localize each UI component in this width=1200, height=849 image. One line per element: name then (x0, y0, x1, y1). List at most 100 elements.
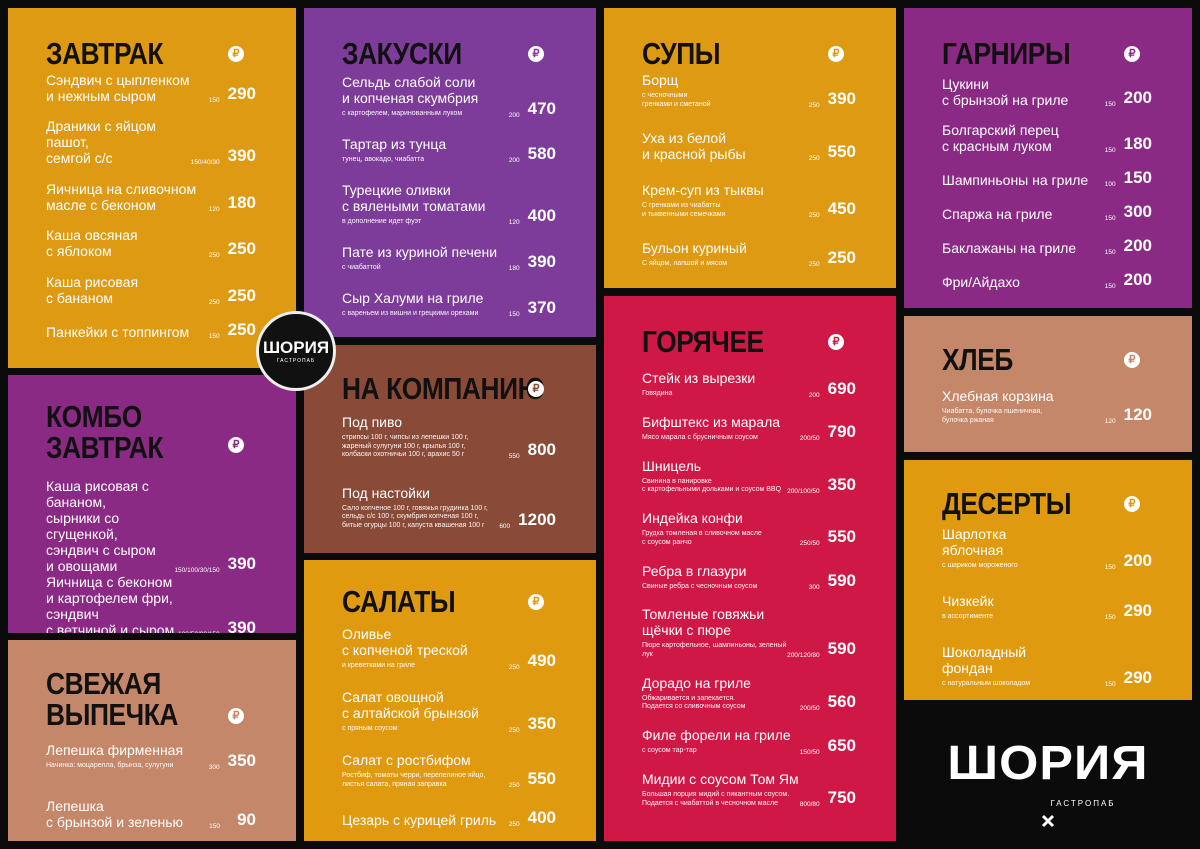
item-text: Драники с яйцом пашот, семгой с/с (46, 118, 191, 166)
item-name: Филе форели на гриле (642, 727, 791, 744)
item-text: Оливье с копченой треской и креветками на… (342, 626, 509, 671)
menu-item: Борщ с чесночными гренками и сметаной 250 3… (642, 72, 856, 109)
menu-item: Под настойки Сало копченое 100 г, говяжья… (342, 485, 556, 531)
item-price: 180 (1123, 134, 1152, 153)
item-list: Каша рисовая с бананом, сырники со сгуще… (46, 478, 256, 633)
item-price: 750 (827, 788, 856, 807)
item-name: Цезарь с курицей гриль (342, 811, 497, 828)
currency-badge: ₽ (828, 334, 844, 350)
item-weight: 180/50/80/150 (178, 631, 220, 633)
item-text: Баклажаны на гриле (942, 240, 1105, 256)
item-text: Яичница на сливочном масле с беконом (46, 181, 209, 213)
item-weight: 250 (208, 252, 220, 260)
item-price: 580 (527, 144, 556, 164)
menu-item: Сэндвич с цыпленком и нежным сыром 150 290 (46, 72, 256, 104)
menu-section: ЗАВТРАК ₽ Сэндвич с цыпленком и нежным сыр… (8, 8, 296, 368)
item-weight: 150 (508, 311, 520, 318)
item-weight: 200/50 (799, 435, 820, 443)
menu-item: Филе форели на гриле с соусом тар-тар 150/… (642, 727, 856, 756)
item-name: Томленые говяжьи щёчки с пюре (642, 606, 765, 639)
menu-item: Бифштекс из марала Мясо марала с брусничн… (642, 414, 856, 443)
menu-item: Каша рисовая с бананом 250 250 (46, 274, 256, 306)
menu-item: Салат с ростбифом Ростбиф, томаты черри, … (342, 752, 556, 789)
item-weight: 250 (808, 212, 820, 219)
item-name: Каша рисовая с бананом (46, 273, 139, 306)
item-price: 590 (827, 571, 856, 590)
section-title: СУПЫ (642, 36, 721, 71)
item-description: тунец, авокадо, чиабатта (342, 155, 425, 163)
item-price: 490 (527, 650, 556, 670)
item-description: С яйцом, лапшой и мясом (642, 259, 728, 267)
item-name: Баклажаны на гриле (942, 240, 1077, 256)
menu-item: Лепешка с брынзой и зеленью 150 90 (46, 798, 256, 830)
currency-badge: ₽ (1124, 352, 1140, 368)
menu-item: Крем-суп из тыквы С гренками из чиабатты … (642, 182, 856, 219)
item-weight: 250 (508, 663, 520, 671)
item-price: 200 (1123, 88, 1152, 107)
item-name: Шоколадный фондан (942, 643, 1027, 676)
menu-item: Яичница на сливочном масле с беконом 120 1… (46, 181, 256, 213)
brand-block: ШОРИЯ ГАСТРОПАБ (904, 700, 1192, 841)
item-name: Хлебная корзина (942, 388, 1054, 404)
menu-item: Ребра в глазури Свиные ребра с чесночным … (642, 563, 856, 592)
seal-name: ШОРИЯ (262, 338, 330, 357)
item-name: Оливье с копченой треской (342, 626, 468, 658)
item-weight: 180 (508, 265, 520, 273)
item-name: Стейк из вырезки (642, 370, 756, 386)
item-price: 250 (227, 239, 256, 259)
item-list: Хлебная корзина Чиабатта, булочка пшеничн… (942, 388, 1152, 432)
menu-item: Цезарь с курицей гриль 250 400 (342, 808, 556, 828)
menu-item: Каша овсяная с яблоком 250 250 (46, 227, 256, 259)
item-price: 790 (827, 422, 856, 442)
item-weight: 150 (209, 823, 220, 830)
item-name: Лепешка фирменная (46, 742, 184, 758)
item-name: Сельдь слабой соли и копченая скумбрия (342, 74, 479, 106)
currency-badge: ₽ (228, 437, 244, 453)
menu-section: ГОРЯЧЕЕ ₽ Стейк из вырезки Говядина 200 690 Би… (604, 296, 896, 841)
item-name: Крем-суп из тыквы (642, 182, 764, 198)
item-text: Сыр Халуми на гриле с вареньем из вишни и… (342, 290, 509, 319)
item-weight: 200/100/50 (787, 487, 820, 495)
item-price: 250 (227, 285, 256, 305)
item-name: Яичница с беконом и картофелем фри, сэнд… (46, 574, 175, 633)
item-description: и креветками на гриле (342, 662, 416, 669)
item-text: Шарлотка яблочная с шариком мороженого (942, 526, 1105, 571)
menu-section: СУПЫ ₽ Борщ с чесночными гренками и сметано… (604, 8, 896, 288)
item-text: Шампиньоны на гриле (942, 172, 1105, 188)
menu-item: Спаржа на гриле 150 300 (942, 202, 1152, 222)
menu-item: Дорадо на гриле Обжаривается и запекается… (642, 675, 856, 712)
item-name: Спаржа на гриле (942, 206, 1053, 222)
item-weight: 250 (808, 102, 820, 109)
item-price: 250 (827, 248, 856, 267)
item-text: Каша рисовая с бананом (46, 274, 209, 306)
item-text: Пате из куриной печени с чиабаттой (342, 244, 509, 273)
currency-badge: ₽ (1124, 496, 1140, 512)
item-name: Ребра в глазури (642, 562, 747, 579)
menu-section: ХЛЕБ ₽ Хлебная корзина Чиабатта, булочка пш… (904, 316, 1192, 452)
item-name: Каша рисовая с бананом, сырники со сгуще… (46, 478, 156, 574)
item-name: Каша овсяная с яблоком (46, 227, 138, 260)
item-text: Каша овсяная с яблоком (46, 227, 209, 259)
menu-section: ЗАКУСКИ ₽ Сельдь слабой соли и копченая ск… (304, 8, 596, 337)
item-description: Чиабатта, булочка пшеничная, булочка ржа… (942, 408, 1043, 424)
item-text: Яичница с беконом и картофелем фри, сэнд… (46, 574, 178, 633)
item-price: 550 (527, 769, 556, 789)
item-weight: 150/40/30 (190, 159, 220, 167)
item-description: стрипсы 100 г, чипсы из лепешки 100 г, ж… (342, 434, 469, 458)
menu-section: КОМБО ЗАВТРАК ₽ Каша рисовая с бананом, сы… (8, 375, 296, 633)
menu-section: САЛАТЫ ₽ Оливье с копченой треской и кревет… (304, 560, 596, 841)
item-text: Салат с ростбифом Ростбиф, томаты черри, … (342, 752, 509, 789)
menu-item: Шоколадный фондан с натуральным шоколадом… (942, 644, 1152, 689)
item-name: Мидии с соусом Том Ям (642, 771, 799, 787)
item-text: Под настойки Сало копченое 100 г, говяжья… (342, 485, 499, 531)
item-text: Шницель Свинина в панировке с картофельны… (642, 458, 787, 495)
item-price: 390 (827, 89, 856, 108)
item-description: с пряным соусом (342, 725, 398, 733)
item-text: Мидии с соусом Том Ям Большая порция миди… (642, 771, 800, 808)
seal-logo: ШОРИЯ ГАСТРОПАБ (256, 311, 336, 391)
menu-item: Баклажаны на гриле 150 200 (942, 236, 1152, 256)
item-text: Цезарь с курицей гриль (342, 812, 509, 828)
item-price: 300 (1123, 202, 1152, 221)
section-title: ЗАВТРАК (46, 36, 164, 71)
menu-item: Цукини с брынзой на гриле 150 200 (942, 76, 1152, 108)
